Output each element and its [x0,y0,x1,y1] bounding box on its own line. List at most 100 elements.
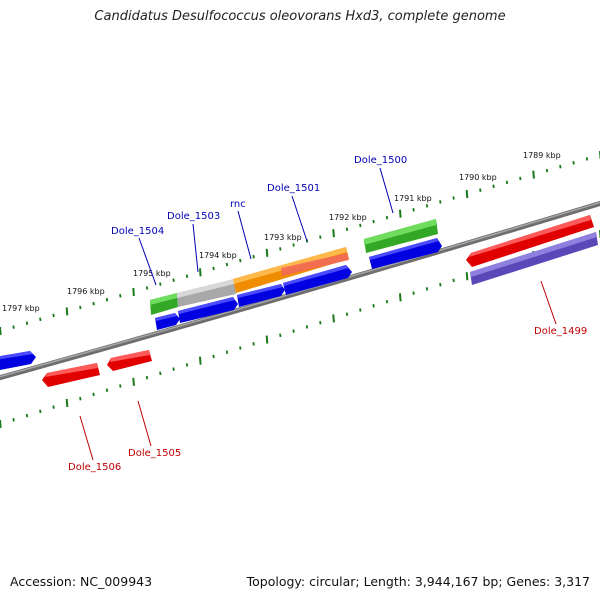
lower-tick [172,367,175,371]
tick-label-1791: 1791 kbp [394,194,432,203]
gene-reverse-alt[interactable] [470,232,598,285]
upper-tick [252,254,255,259]
upper-tick [399,209,402,218]
lower-tick [212,354,215,359]
tick-label-1797: 1797 kbp [2,304,40,313]
upper-tick [465,190,469,199]
lower-tick [119,384,122,388]
upper-tick [159,282,162,286]
lower-tick [412,291,415,295]
gene-forward-left-edge[interactable] [0,351,36,371]
feature-green-left[interactable] [150,293,178,315]
upper-tick [519,176,522,181]
gene-label-dole-1499[interactable]: Dole_1499 [534,326,587,337]
upper-tick [452,196,455,200]
upper-tick-track [0,151,600,336]
gene-forward-dole-1501[interactable] [283,265,352,295]
upper-tick [559,164,562,169]
gene-label-dole-1505[interactable]: Dole_1505 [128,448,181,459]
lower-tick [0,419,2,429]
lower-tick [105,388,109,392]
feature-grey[interactable] [177,279,236,307]
lower-tick [439,282,442,287]
upper-tick [132,287,135,296]
lower-tick [359,308,362,312]
lower-tick [52,405,55,409]
upper-tick [439,200,442,204]
gene-reverse-dole-1499[interactable] [466,215,594,267]
leader-dole-1500 [379,167,394,214]
lower-tick [399,293,402,302]
upper-tick [359,223,362,228]
tick-label-1794: 1794 kbp [199,251,237,260]
gene-label-dole-1501[interactable]: Dole_1501 [267,183,320,194]
upper-tick [65,307,69,316]
gene-forward-rnc[interactable] [237,284,285,307]
lower-tick [159,371,162,376]
gene-reverse-dole-1506[interactable] [42,363,100,387]
lower-tick [465,272,469,281]
upper-tick [532,170,535,179]
leader-dole-1506 [79,415,94,461]
leader-dole-1505 [137,400,152,447]
lower-tick [145,375,149,380]
upper-tick [265,248,269,257]
upper-tick [105,297,109,302]
gene-label-dole-1500[interactable]: Dole_1500 [354,155,407,166]
tick-label-1789: 1789 kbp [523,151,561,160]
lower-tick [279,333,282,338]
map-title: Candidatus Desulfococcus oleovorans Hxd3… [94,9,506,24]
upper-tick [92,301,95,306]
upper-tick [185,274,189,278]
upper-tick [572,161,575,165]
upper-tick [585,157,589,161]
gene-label-rnc[interactable]: rnc [230,199,246,210]
upper-tick [479,188,482,192]
gene-forward-dole-1503[interactable] [178,297,238,323]
upper-tick [412,208,415,212]
lower-tick [132,377,135,386]
tick-label-1790: 1790 kbp [459,173,497,182]
upper-tick [292,243,295,247]
upper-tick [212,266,215,271]
upper-tick [12,325,15,329]
feature-orange[interactable] [233,247,349,293]
upper-tick [372,219,375,224]
lower-tick [385,299,389,304]
genome-backbone [0,200,600,381]
lower-tick [199,356,202,365]
upper-tick [385,215,389,220]
upper-tick [172,278,175,282]
lower-tick [452,278,455,283]
gene-forward-1[interactable] [155,313,180,330]
leader-dole-1499 [540,280,557,325]
lower-tick [225,350,229,354]
lower-tick [319,320,322,325]
lower-tick [39,409,42,414]
feature-green-right[interactable] [364,219,438,253]
gene-forward-dole-1500[interactable] [369,238,442,269]
upper-tick [52,313,55,318]
leader-dole-1504 [138,237,157,286]
lower-tick [332,314,335,323]
upper-tick [279,247,282,251]
gene-label-dole-1506[interactable]: Dole_1506 [68,462,121,473]
leader-rnc [237,210,252,260]
leader-dole-1503 [192,223,199,273]
lower-tick [265,335,269,344]
lower-tick [92,392,95,397]
gene-label-dole-1504[interactable]: Dole_1504 [111,226,164,237]
gene-label-dole-1503[interactable]: Dole_1503 [167,211,220,222]
lower-tick [239,346,242,350]
lower-tick [305,325,309,329]
lower-tick [25,413,29,418]
upper-tick [425,204,429,208]
lower-tick [252,342,255,346]
upper-tick [492,184,495,189]
upper-tick [319,235,322,239]
upper-tick [545,168,549,173]
gene-reverse-dole-1505[interactable] [107,350,152,371]
upper-tick [505,180,509,185]
lower-tick [79,396,82,401]
upper-tick [345,227,349,232]
